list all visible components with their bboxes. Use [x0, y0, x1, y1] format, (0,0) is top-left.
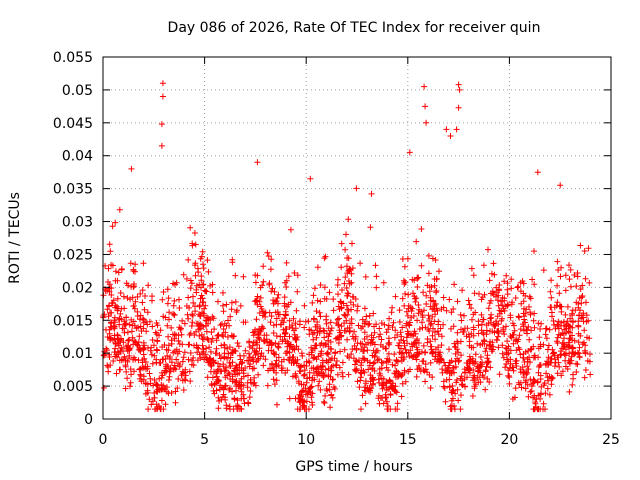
x-tick-label: 10: [297, 432, 315, 448]
y-tick-label: 0.05: [62, 83, 93, 99]
x-tick-label: 25: [602, 432, 620, 448]
y-axis-label: ROTI / TECUs: [7, 192, 23, 284]
y-tick-label: 0.03: [62, 215, 93, 231]
y-tick-label: 0.025: [53, 247, 93, 263]
x-tick-label: 20: [500, 432, 518, 448]
x-tick-label: 15: [399, 432, 417, 448]
x-axis-label: GPS time / hours: [295, 459, 412, 475]
y-tick-label: 0.045: [53, 116, 93, 132]
y-tick-label: 0.02: [62, 280, 93, 296]
data-points: [100, 80, 594, 413]
scatter-markers: [100, 80, 594, 413]
axis-ticks: [102, 56, 612, 420]
y-tick-label: 0.01: [62, 346, 93, 362]
y-tick-label: 0.04: [62, 149, 93, 165]
y-tick-label: 0.035: [53, 182, 93, 198]
y-tick-label: 0.055: [53, 50, 93, 66]
y-tick-label: 0.015: [53, 313, 93, 329]
chart-title: Day 086 of 2026, Rate Of TEC Index for r…: [168, 20, 541, 36]
grid-lines: [103, 57, 611, 419]
x-tick-label: 5: [200, 432, 209, 448]
y-tick-label: 0.005: [53, 379, 93, 395]
x-tick-labels: 0 5 10 15 20 25: [99, 432, 620, 448]
y-tick-label: 0: [84, 412, 93, 428]
plot-frame: [102, 56, 612, 420]
x-tick-label: 0: [99, 432, 108, 448]
y-tick-labels: 0 0.005 0.01 0.015 0.02 0.025 0.03 0.035 0.04 0.0…: [53, 50, 93, 428]
